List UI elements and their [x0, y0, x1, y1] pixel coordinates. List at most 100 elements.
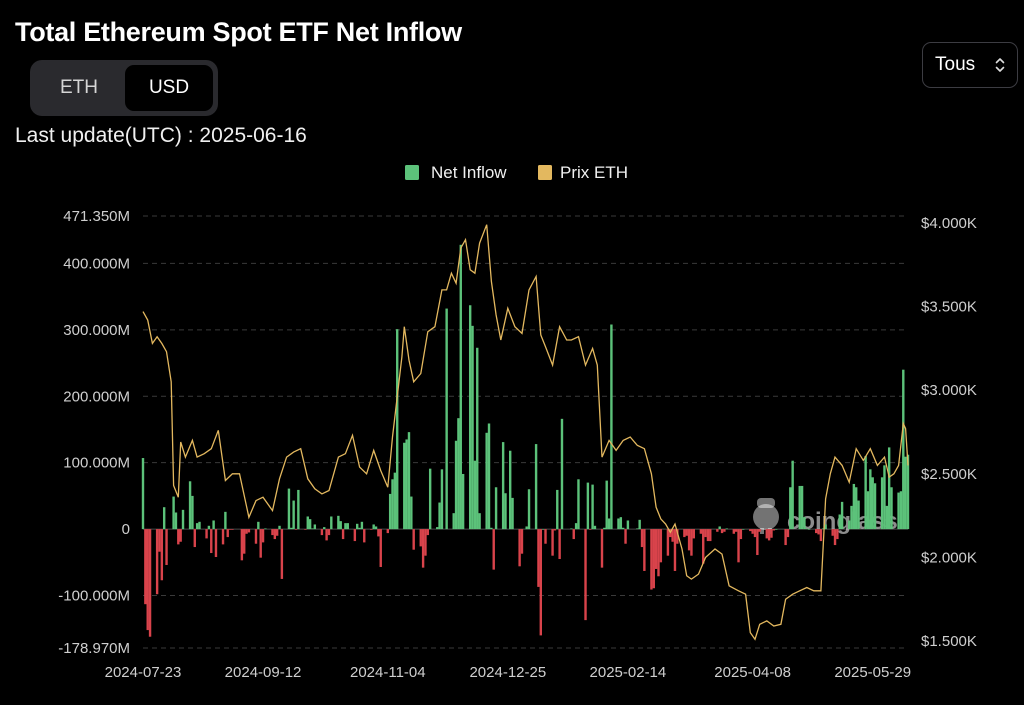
net-inflow-bar[interactable] — [396, 329, 399, 530]
net-inflow-bar[interactable] — [758, 529, 761, 532]
net-inflow-bar[interactable] — [264, 528, 267, 530]
net-inflow-bar[interactable] — [739, 529, 743, 540]
net-inflow-bar[interactable] — [902, 369, 905, 530]
net-inflow-bar[interactable] — [325, 529, 328, 541]
net-inflow-bar[interactable] — [890, 487, 893, 530]
net-inflow-bar[interactable] — [471, 325, 474, 530]
net-inflow-bar[interactable] — [897, 492, 900, 530]
net-inflow-bar[interactable] — [855, 487, 858, 530]
net-inflow-bar[interactable] — [228, 529, 232, 530]
net-inflow-bar[interactable] — [873, 483, 877, 530]
net-inflow-bar[interactable] — [247, 529, 251, 533]
net-inflow-bar[interactable] — [487, 423, 491, 530]
net-inflow-bar[interactable] — [676, 529, 679, 544]
net-inflow-bar[interactable] — [857, 500, 860, 530]
net-inflow-bar[interactable] — [753, 529, 757, 538]
net-inflow-bar[interactable] — [850, 505, 853, 530]
net-inflow-bar[interactable] — [518, 529, 521, 567]
net-inflow-bar[interactable] — [619, 517, 623, 530]
net-inflow-bar[interactable] — [445, 308, 448, 530]
net-inflow-bar[interactable] — [657, 529, 660, 577]
net-inflow-bar[interactable] — [737, 529, 740, 563]
net-inflow-bar[interactable] — [791, 460, 794, 530]
net-inflow-bar[interactable] — [155, 529, 159, 595]
net-inflow-bar[interactable] — [577, 479, 580, 530]
net-inflow-bar[interactable] — [339, 521, 342, 530]
net-inflow-bar[interactable] — [586, 482, 590, 530]
net-inflow-bar[interactable] — [869, 469, 872, 530]
net-inflow-bar[interactable] — [388, 493, 392, 530]
net-inflow-bar[interactable] — [539, 529, 542, 636]
net-inflow-bar[interactable] — [440, 469, 444, 530]
net-inflow-bar[interactable] — [320, 529, 324, 536]
net-inflow-bar[interactable] — [214, 529, 218, 558]
net-inflow-bar[interactable] — [640, 529, 644, 548]
net-inflow-bar[interactable] — [191, 495, 194, 530]
net-inflow-bar[interactable] — [205, 529, 208, 539]
net-inflow-bar[interactable] — [306, 516, 309, 530]
net-inflow-bar[interactable] — [593, 525, 597, 530]
net-inflow-bar[interactable] — [210, 529, 213, 554]
net-inflow-bar[interactable] — [504, 493, 507, 530]
net-inflow-bar[interactable] — [485, 432, 488, 530]
net-inflow-bar[interactable] — [344, 523, 347, 530]
net-inflow-bar[interactable] — [584, 529, 587, 621]
net-inflow-bar[interactable] — [643, 529, 646, 571]
net-inflow-bar[interactable] — [280, 529, 284, 579]
net-inflow-bar[interactable] — [372, 524, 375, 530]
net-inflow-bar[interactable] — [177, 529, 180, 545]
net-inflow-bar[interactable] — [290, 527, 293, 530]
net-inflow-bar[interactable] — [692, 529, 695, 539]
net-inflow-bar[interactable] — [687, 529, 691, 551]
net-inflow-bar[interactable] — [650, 529, 653, 590]
net-inflow-bar[interactable] — [772, 529, 776, 531]
net-inflow-bar[interactable] — [534, 444, 538, 530]
net-inflow-bar[interactable] — [807, 529, 811, 530]
net-inflow-bar[interactable] — [683, 529, 686, 538]
net-inflow-bar[interactable] — [822, 528, 825, 530]
net-inflow-bar[interactable] — [459, 244, 462, 530]
net-inflow-bar[interactable] — [749, 529, 752, 532]
net-inflow-bar[interactable] — [473, 460, 477, 530]
net-inflow-bar[interactable] — [245, 529, 248, 534]
net-inflow-bar[interactable] — [478, 513, 481, 530]
toggle-usd-button[interactable]: USD — [125, 65, 213, 111]
range-select[interactable]: Tous — [922, 42, 1018, 88]
net-inflow-bar[interactable] — [553, 529, 557, 531]
net-inflow-bar[interactable] — [652, 529, 655, 589]
net-inflow-bar[interactable] — [379, 529, 382, 567]
net-inflow-bar[interactable] — [636, 528, 639, 530]
net-inflow-bar[interactable] — [421, 529, 425, 568]
net-inflow-bar[interactable] — [261, 529, 265, 543]
net-inflow-bar[interactable] — [824, 524, 827, 530]
net-inflow-bar[interactable] — [179, 529, 182, 542]
net-inflow-bar[interactable] — [671, 529, 674, 542]
net-inflow-bar[interactable] — [287, 488, 291, 530]
net-inflow-bar[interactable] — [457, 418, 460, 530]
net-inflow-bar[interactable] — [146, 529, 149, 631]
net-inflow-bar[interactable] — [501, 442, 505, 530]
net-inflow-bar[interactable] — [570, 528, 573, 530]
net-inflow-bar[interactable] — [273, 529, 277, 540]
net-inflow-bar[interactable] — [833, 529, 837, 546]
net-inflow-bar[interactable] — [341, 529, 345, 540]
net-inflow-bar[interactable] — [605, 480, 608, 530]
net-inflow-bar[interactable] — [323, 527, 326, 530]
net-inflow-bar[interactable] — [906, 454, 910, 530]
net-inflow-bar[interactable] — [297, 489, 300, 530]
net-inflow-bar[interactable] — [732, 529, 736, 534]
net-inflow-bar[interactable] — [847, 520, 851, 530]
net-inflow-bar[interactable] — [271, 529, 274, 536]
net-inflow-bar[interactable] — [313, 524, 317, 530]
net-inflow-bar[interactable] — [831, 529, 834, 536]
net-inflow-bar[interactable] — [624, 529, 627, 544]
net-inflow-bar[interactable] — [374, 526, 378, 530]
net-inflow-bar[interactable] — [723, 529, 726, 532]
net-inflow-bar[interactable] — [492, 529, 495, 570]
net-inflow-bar[interactable] — [360, 521, 364, 530]
net-inflow-bar[interactable] — [866, 491, 870, 530]
net-inflow-bar[interactable] — [327, 529, 331, 536]
net-inflow-bar[interactable] — [742, 529, 745, 530]
net-inflow-bar[interactable] — [224, 511, 227, 530]
net-inflow-bar[interactable] — [410, 496, 413, 530]
